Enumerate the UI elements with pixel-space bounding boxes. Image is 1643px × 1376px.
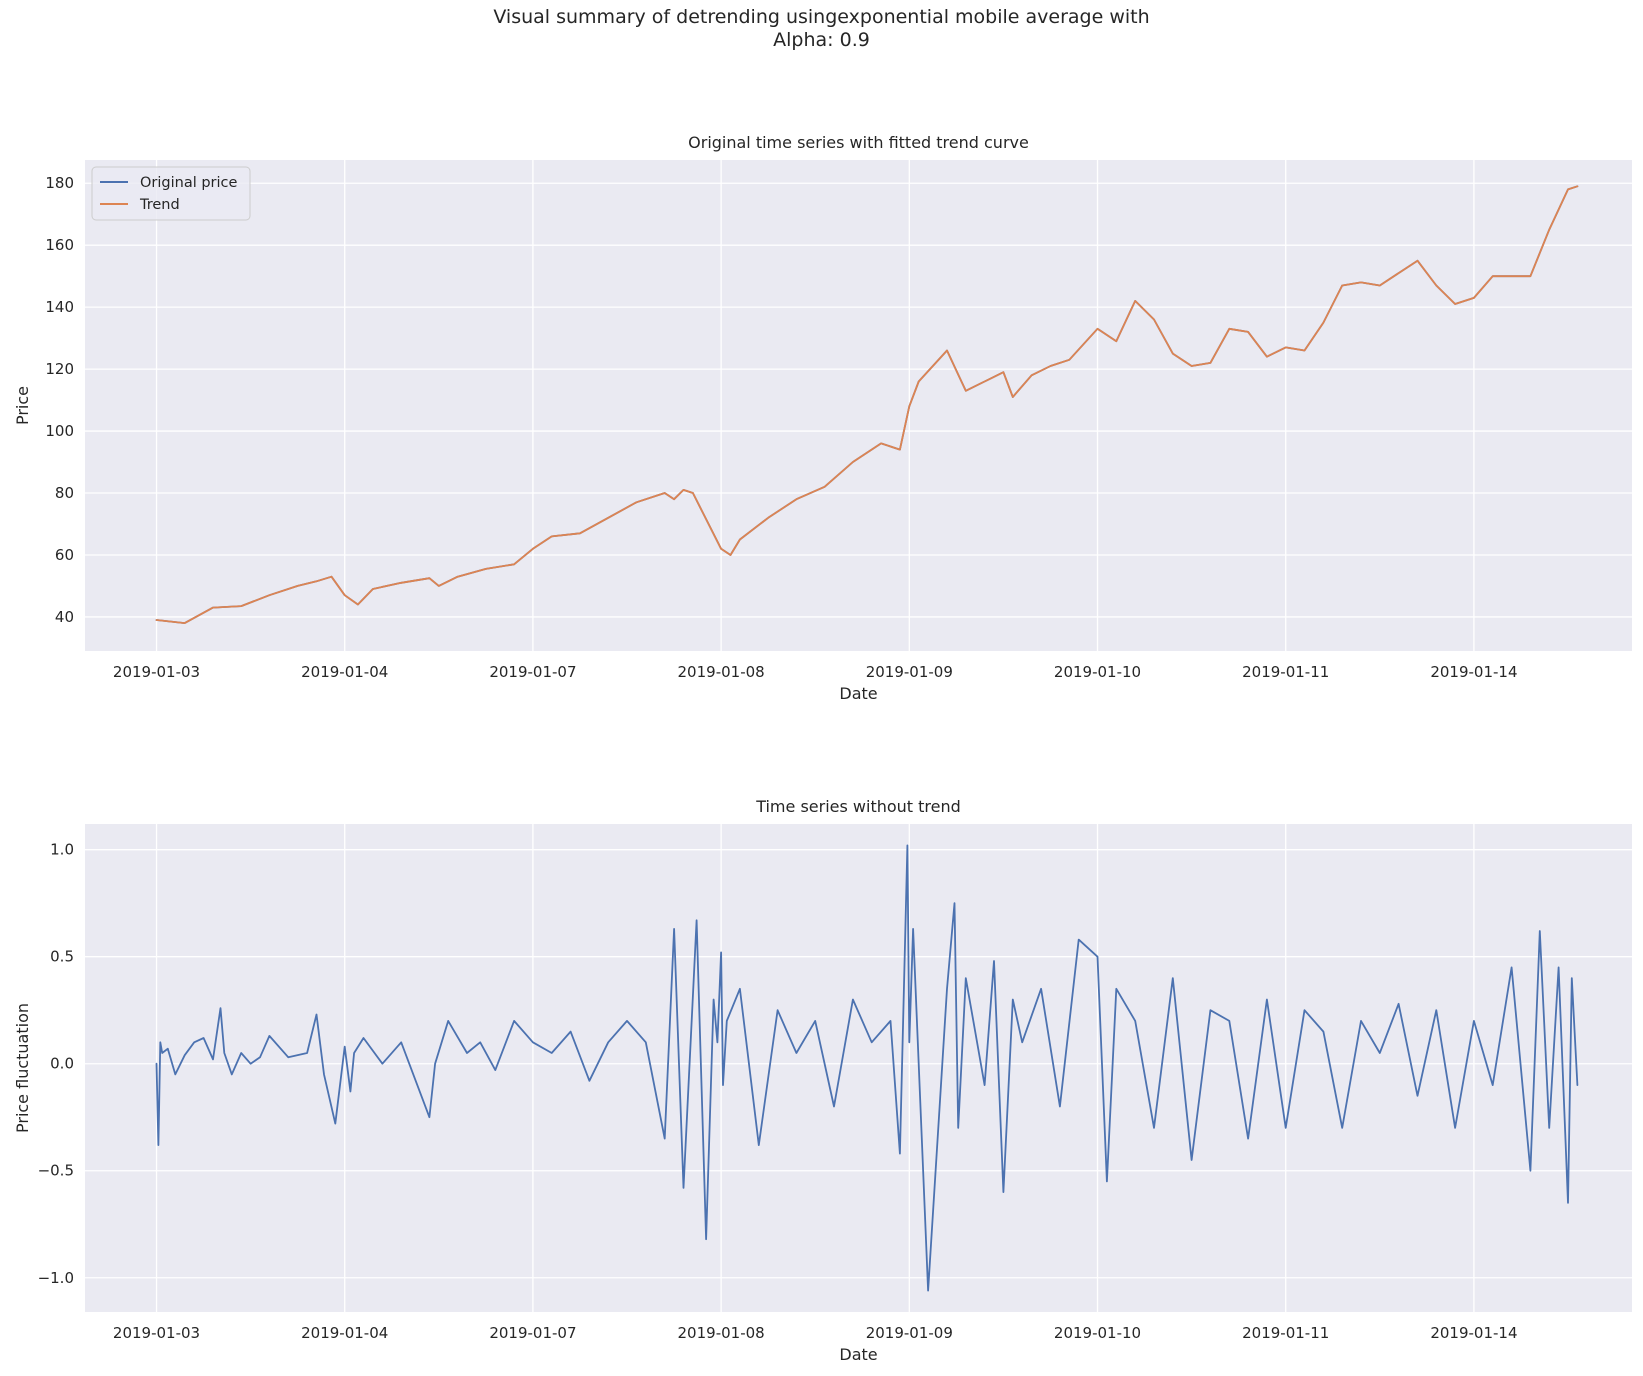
y-tick-label: 1.0	[50, 841, 74, 859]
plot-area	[85, 160, 1632, 651]
y-tick-label: 60	[55, 546, 74, 564]
x-tick-label: 2019-01-07	[489, 663, 576, 681]
bottom-plot-detrended: 2019-01-03 2019-01-04 2019-01-07 2019-01-08…	[13, 797, 1632, 1364]
top-plot-price-trend: 2019-01-03 2019-01-04 2019-01-07 2019-01-08…	[13, 133, 1632, 703]
x-tick-label: 2019-01-08	[678, 663, 765, 681]
y-tick-label: 100	[45, 422, 74, 440]
y-tick-label: 80	[55, 484, 74, 502]
y-tick-label: −1.0	[38, 1269, 74, 1287]
x-tick-label: 2019-01-11	[1242, 1324, 1329, 1342]
x-tick-label: 2019-01-11	[1242, 663, 1329, 681]
y-tick-label: 40	[55, 608, 74, 626]
axes-title: Original time series with fitted trend c…	[688, 133, 1029, 152]
legend-box	[91, 166, 251, 221]
y-tick-label: 0.0	[50, 1055, 74, 1073]
x-tick-label: 2019-01-09	[866, 1324, 953, 1342]
legend-label: Trend	[139, 197, 180, 213]
axes-title: Time series without trend	[755, 797, 961, 816]
x-tick-label: 2019-01-04	[301, 663, 388, 681]
y-tick-label: −0.5	[38, 1162, 74, 1180]
y-tick-label: 160	[45, 236, 74, 254]
y-axis-label: Price fluctuation	[13, 1003, 32, 1133]
x-tick-label: 2019-01-03	[113, 663, 200, 681]
series-line-trend	[155, 185, 1579, 624]
y-tick-label: 180	[45, 174, 74, 192]
x-tick-label: 2019-01-10	[1054, 1324, 1141, 1342]
x-tick-label: 2019-01-04	[301, 1324, 388, 1342]
x-axis-label: Date	[839, 1345, 877, 1364]
x-tick-label: 2019-01-14	[1430, 1324, 1517, 1342]
figure-suptitle: Visual summary of detrending usingexpone…	[0, 6, 1643, 52]
suptitle-line-2: Alpha: 0.9	[773, 29, 870, 51]
y-axis-label: Price	[13, 386, 32, 425]
plot-area	[85, 824, 1632, 1312]
legend: Original price Trend	[91, 166, 251, 221]
x-tick-label: 2019-01-10	[1054, 663, 1141, 681]
x-tick-label: 2019-01-07	[489, 1324, 576, 1342]
x-tick-label: 2019-01-08	[678, 1324, 765, 1342]
x-tick-label: 2019-01-09	[866, 663, 953, 681]
y-tick-label: 0.5	[50, 948, 74, 966]
legend-label: Original price	[140, 175, 238, 191]
suptitle-line-1: Visual summary of detrending usingexpone…	[493, 6, 1150, 28]
series-line-price-fluctuation	[155, 844, 1579, 1292]
y-tick-label: 140	[45, 298, 74, 316]
x-axis-label: Date	[839, 684, 877, 703]
x-tick-label: 2019-01-14	[1430, 663, 1517, 681]
y-tick-label: 120	[45, 360, 74, 378]
x-tick-label: 2019-01-03	[113, 1324, 200, 1342]
